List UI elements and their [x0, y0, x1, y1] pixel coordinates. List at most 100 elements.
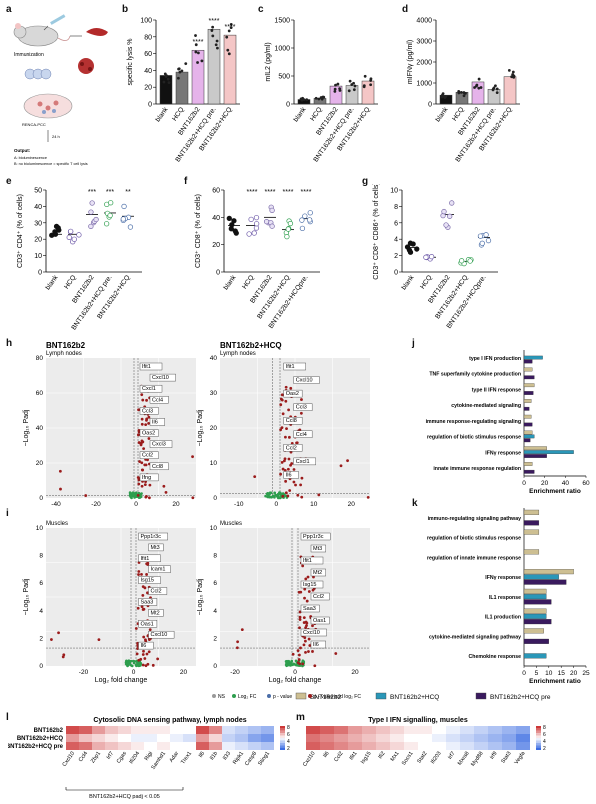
panel-b-bar-1: [175, 71, 189, 105]
volcano-i-left-sig-12: [142, 649, 145, 653]
panel-c-point-3-5: [352, 81, 355, 85]
panel-d-ytick-label-4: 4000: [416, 18, 432, 25]
panel-l-cell-2-3: [105, 742, 118, 750]
volcano-legend-dot-2: [267, 694, 271, 698]
panel-d-point-2-2: [479, 86, 483, 89]
volcano-i-left-sig-17: [143, 657, 147, 660]
panel-m-scale-0: [536, 726, 541, 729]
panel-f-point-3-3: [284, 233, 290, 240]
volcano-i-left-gene-10: Il6: [141, 643, 147, 649]
volcano-i-right-gene-9: Il6: [313, 642, 319, 648]
panel-l-cell-2-1: [79, 742, 92, 750]
panel-l-col-6: Rigi: [144, 751, 154, 762]
volcano-i-right-subtitle: Muscles: [220, 521, 242, 527]
panel-c-point-3-0: [353, 84, 357, 88]
volcano-h-right-sig-8: [296, 493, 300, 497]
volcano-i-right-sig-24: [297, 658, 301, 661]
volcano-i-right-sig-34: [311, 650, 314, 653]
volcano-h-right-ns-46: [279, 493, 283, 497]
panel-label-l: l: [6, 712, 9, 723]
volcano-h-right-gene-5: Ccl4: [296, 432, 307, 438]
panel-l-cell-0-13: [235, 726, 248, 734]
panel-b-point-0-1: [162, 80, 166, 84]
volcano-i-left-gene-5: Ccl2: [151, 589, 162, 595]
volcano-i-right-sig-55: [303, 636, 307, 640]
panel-m-cell-2-4: [362, 742, 376, 750]
volcano-i-left-gene-box-6: [138, 598, 158, 606]
panel-m-scale-label-2: 4: [543, 739, 546, 745]
panel-f-xtick-label-1: HCQ: [241, 274, 255, 290]
volcano-i-right-ylabel: −Log₁₀ Padj: [197, 578, 204, 615]
panel-k-bar-5-0: [523, 608, 547, 614]
volcano-h-left-sig-42: [137, 478, 141, 482]
panel-l-bracket-text: BNT162b2+HCQ padj < 0.05: [89, 794, 160, 800]
panel-c-point-2-1: [336, 82, 340, 86]
volcano-h-right-out-6: [287, 457, 291, 461]
panel-m-cell-2-5: [376, 742, 390, 750]
volcano-h-right-xtick-3: 20: [348, 501, 356, 508]
panel-e-point-2-0: [89, 200, 95, 206]
panel-m-cell-2-6: [390, 742, 404, 750]
volcano-h-left-ylabel: −Log₁₀ Padj: [23, 409, 30, 446]
panel-l-cell-1-1: [79, 734, 92, 742]
panel-c-point-2-3: [333, 89, 337, 93]
panel-c-point-0-2: [305, 98, 309, 102]
panel-m-cell-1-11: [460, 734, 474, 742]
volcano-h-right-ns-24: [273, 491, 276, 495]
volcano-h-left-xtick-0: -40: [51, 501, 61, 508]
panel-label-b: b: [122, 4, 129, 15]
volcano-h-right-ns-48: [284, 494, 288, 498]
panel-l-col-3: Irf7: [106, 751, 115, 761]
panel-d-point-2-5: [477, 86, 481, 90]
panel-c-ytick-label-1: 500: [278, 74, 290, 81]
volcano-i-right-sig-52: [304, 650, 307, 654]
panel-m-col-14: Stat3: [500, 751, 512, 765]
panel-f-point-0-1: [226, 215, 232, 222]
panel-j-xlabel: Enrichment ratio: [529, 488, 581, 495]
panel-m-cell-2-1: [320, 742, 334, 750]
panel-d-point-0-4: [441, 92, 445, 96]
panel-e-stars-2: ***: [88, 189, 96, 196]
panel-m-col-5: Ifi2: [378, 751, 387, 760]
volcano-i-left-ns-44: [139, 664, 142, 667]
volcano-legend-dot-3: [308, 694, 312, 698]
volcano-i-right-sig-56: [302, 621, 306, 624]
panel-m-cell-1-5: [376, 734, 390, 742]
panel-e-ylabel: CD3⁺ CD4⁺ (% of cells): [17, 194, 24, 268]
volcano-h-left-xtick-3: 20: [172, 501, 180, 508]
volcano-h-right-gene-box-2: [283, 389, 303, 398]
volcano-h-left-sig-33: [148, 483, 152, 487]
panel-l-cell-2-15: [261, 742, 274, 750]
volcano-h-right-sig-14: [284, 491, 288, 495]
volcano-h-right-out-4: [253, 475, 257, 479]
panel-f-point-1-0: [253, 214, 260, 221]
panel-g-xtick-label-0: blank: [401, 274, 416, 292]
volcano-i-right-gene-box-9: [310, 640, 327, 649]
panel-b-bar-4: [223, 34, 237, 105]
immunization-label: Immunization: [14, 52, 44, 58]
panel-c-point-4-5: [363, 74, 367, 78]
volcano-i-left-ns-42: [128, 660, 132, 663]
panel-g-point-4-5: [479, 240, 485, 246]
panel-l-cell-0-5: [131, 726, 144, 734]
panel-g-point-0-3: [414, 246, 420, 252]
volcano-i-right-out-1: [308, 644, 312, 647]
volcano-h-right-ns-41: [279, 495, 282, 499]
volcano-i-left-sig-21: [136, 606, 140, 610]
volcano-i-right-xtick-1: 0: [293, 669, 297, 676]
panel-k-bar-7-1: [523, 653, 547, 659]
volcano-h-title-left: BNT162b2: [46, 341, 86, 350]
volcano-h-right-ns-33: [267, 492, 271, 496]
volcano-h-right-gene-box-6: [283, 444, 303, 452]
panel-m-scale-1: [536, 728, 541, 731]
panel-c-ytick-label-0: 0: [286, 102, 290, 109]
volcano-h-left-gene-box-9: [149, 462, 169, 471]
panel-m-cell-0-7: [404, 726, 418, 734]
volcano-i-right-ns-46: [285, 663, 288, 667]
volcano-h-left-sig-59: [145, 417, 149, 421]
panel-l-heatmap: Cytosolic DNA sensing pathway, lymph nod…: [8, 717, 290, 800]
panel-f-point-1-3: [246, 231, 252, 237]
volcano-i-right-sig-7: [301, 662, 305, 666]
panel-b-stars-2: ****: [193, 39, 204, 46]
volcano-h-right-gene-box-4: [283, 417, 303, 425]
